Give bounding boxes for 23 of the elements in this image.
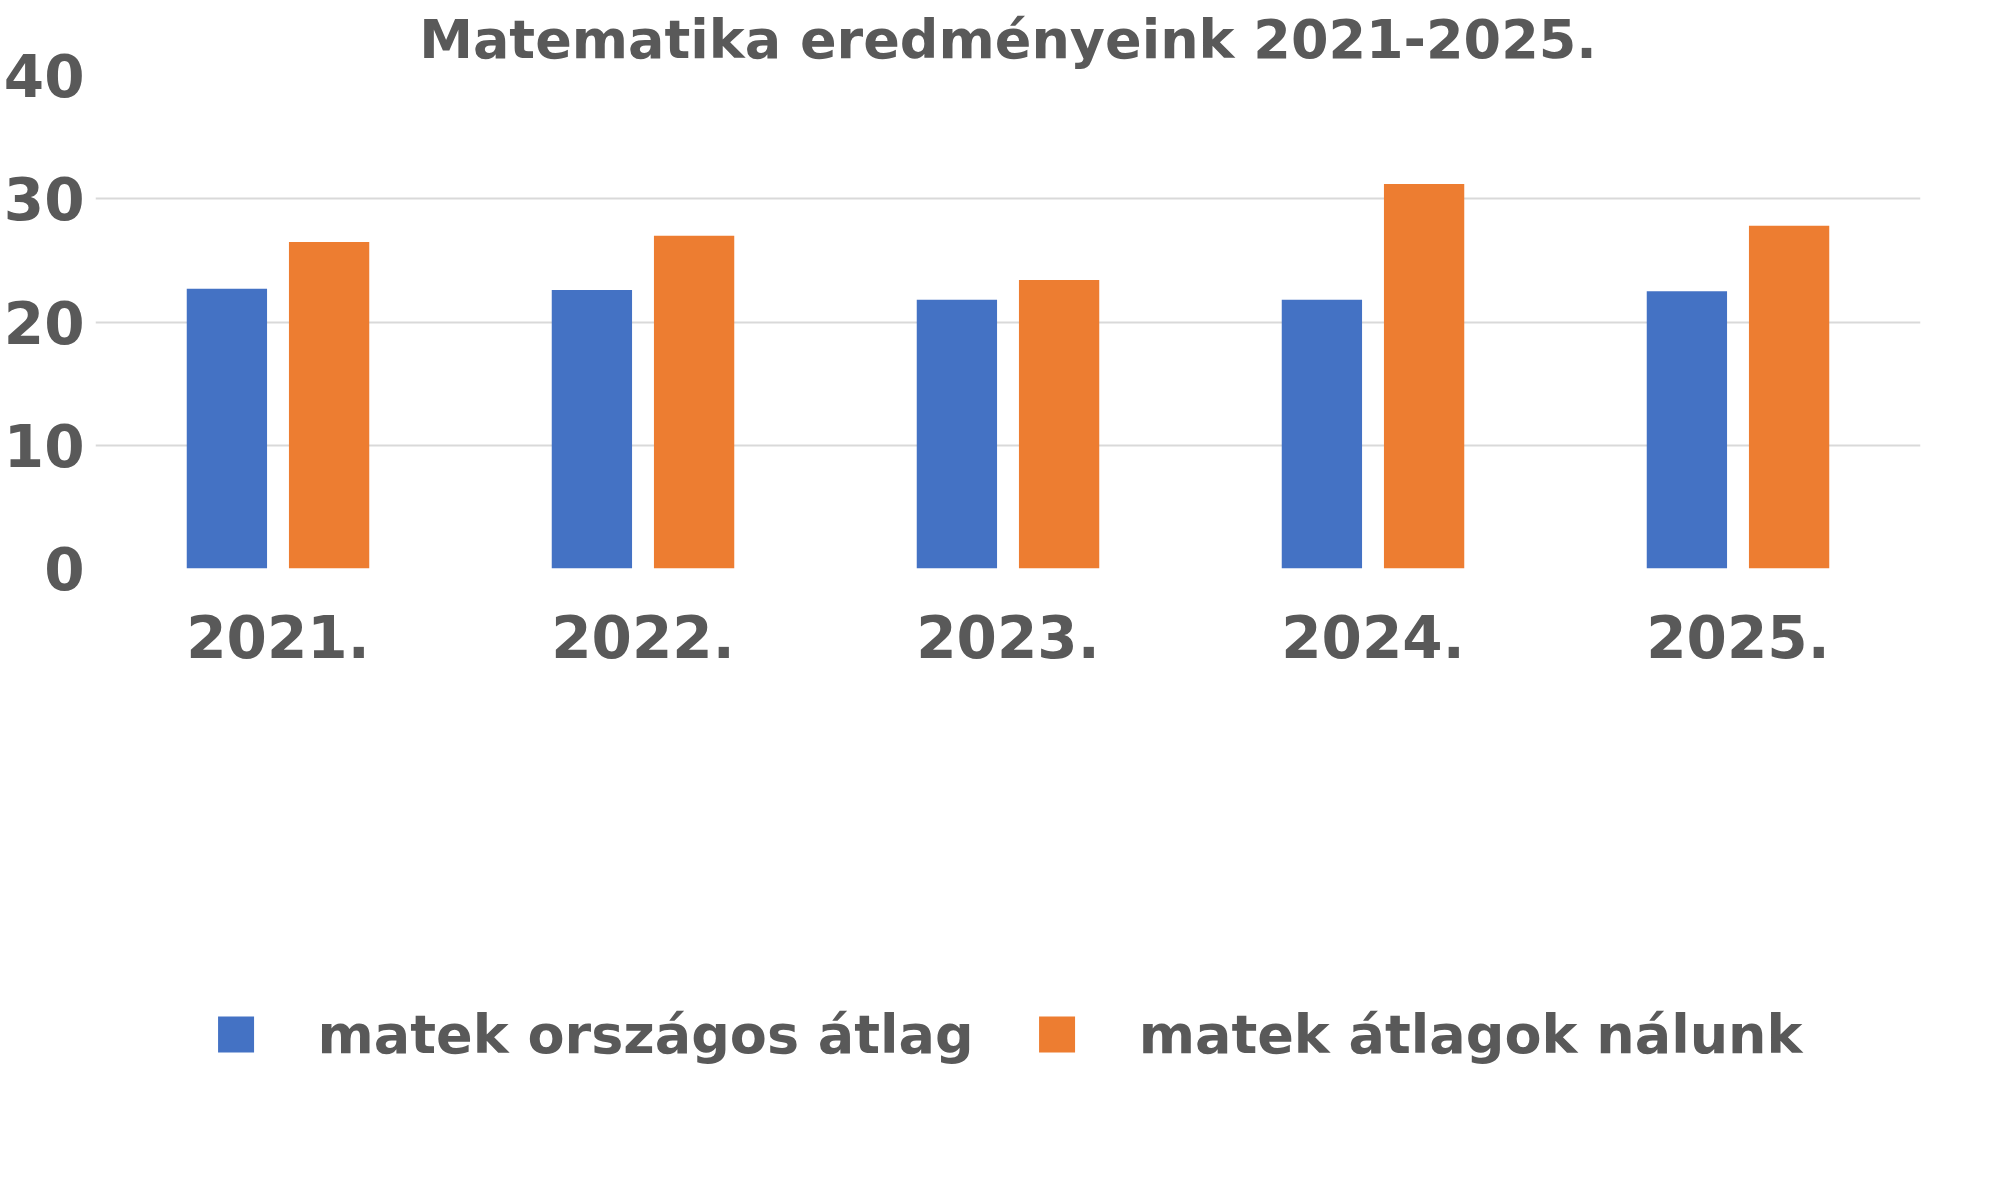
- bar: [551, 289, 633, 569]
- legend-label: matek átlagok nálunk: [1138, 1002, 1803, 1066]
- bar: [1281, 299, 1363, 569]
- y-tick-label: 20: [3, 289, 85, 358]
- bar: [653, 235, 735, 569]
- bar: [916, 299, 998, 569]
- y-tick-label: 40: [3, 43, 85, 111]
- bar: [288, 241, 370, 569]
- bar: [186, 288, 268, 569]
- bar: [1383, 183, 1465, 569]
- legend-label: matek országos átlag: [317, 1002, 974, 1066]
- bar: [1748, 225, 1830, 569]
- x-tick-label: 2021.: [186, 603, 370, 672]
- y-tick-label: 0: [44, 536, 85, 604]
- x-tick-label: 2024.: [1281, 603, 1465, 672]
- chart-title: Matematika eredményeink 2021-2025.: [419, 7, 1597, 71]
- x-tick-label: 2022.: [551, 603, 735, 672]
- bar: [1018, 280, 1100, 569]
- x-tick-label: 2023.: [916, 603, 1100, 672]
- y-tick-label: 30: [3, 166, 85, 235]
- y-tick-label: 10: [3, 412, 85, 481]
- x-tick-label: 2025.: [1646, 603, 1830, 672]
- bar: [1646, 291, 1728, 569]
